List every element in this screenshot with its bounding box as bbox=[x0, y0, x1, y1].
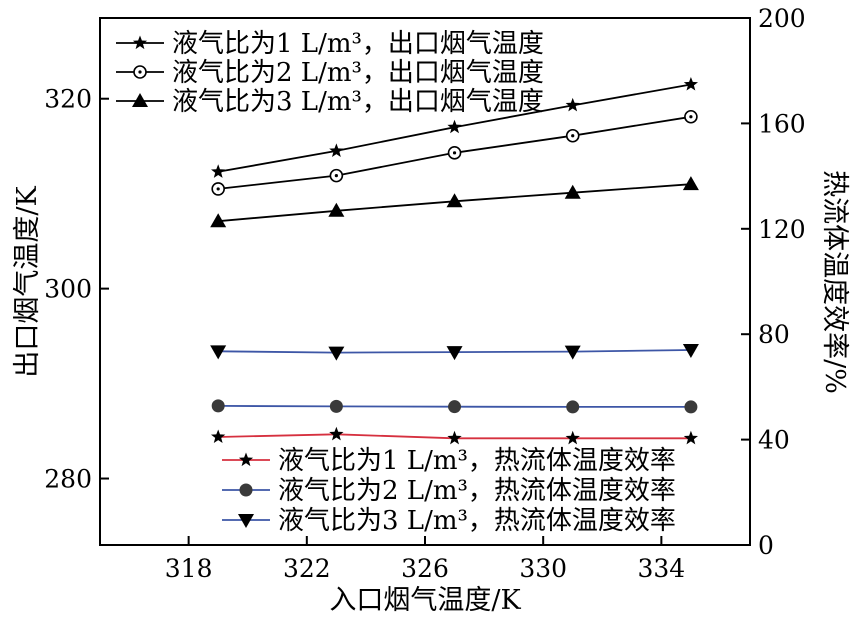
y2-tick-label: 200 bbox=[758, 4, 806, 33]
series-3-point bbox=[564, 184, 581, 199]
series-6-point bbox=[682, 344, 699, 359]
legend-efficiency-1: 液气比为1 L/m³，热流体温度效率 bbox=[222, 446, 676, 476]
legend-outlet-1-marker bbox=[132, 35, 148, 50]
series-1-point bbox=[211, 164, 226, 178]
ticks: 318 322 326 330 334 280 300 320 0 40 80 120 160 200 bbox=[44, 4, 805, 583]
series-5 bbox=[211, 399, 698, 414]
series-5-point bbox=[566, 400, 580, 414]
marker-dot bbox=[571, 134, 575, 138]
y-tick-label: 320 bbox=[44, 85, 92, 114]
series-5-point bbox=[684, 400, 698, 414]
series-2-point bbox=[329, 168, 344, 183]
series-1 bbox=[211, 77, 698, 178]
series-2 bbox=[211, 109, 698, 196]
legend-outlet-1-label: 液气比为1 L/m³，出口烟气温度 bbox=[172, 29, 544, 59]
series-1-point bbox=[683, 77, 698, 91]
marker-dot bbox=[452, 151, 457, 155]
x-tick-label: 318 bbox=[165, 554, 213, 583]
series-3-point bbox=[210, 213, 227, 228]
legend-efficiency-3-marker bbox=[238, 514, 254, 528]
legend-efficiency-2: 液气比为2 L/m³，热流体温度效率 bbox=[222, 476, 676, 506]
series-6-point bbox=[564, 345, 581, 360]
series-1-point bbox=[565, 97, 580, 112]
legend-outlet-2: 液气比为2 L/m³，出口烟气温度 bbox=[116, 58, 544, 88]
legend-efficiency-1-label: 液气比为1 L/m³，热流体温度效率 bbox=[278, 446, 676, 476]
series-4-point bbox=[683, 430, 698, 445]
series-3 bbox=[210, 176, 699, 228]
x-tick-label: 330 bbox=[519, 554, 567, 583]
legend-outlet-1: 液气比为1 L/m³，出口烟气温度 bbox=[116, 29, 544, 59]
legend-efficiency-2-label: 液气比为2 L/m³，热流体温度效率 bbox=[278, 476, 676, 506]
series-6-point bbox=[210, 345, 227, 360]
series-4-point bbox=[329, 426, 344, 441]
series-2-point bbox=[684, 109, 698, 124]
legend-efficiency-2-marker bbox=[239, 483, 253, 497]
series-1-point bbox=[447, 119, 462, 134]
series-2-point bbox=[211, 182, 225, 196]
series-5-point bbox=[211, 399, 225, 413]
legend-efficiency-3-label: 液气比为3 L/m³，热流体温度效率 bbox=[278, 506, 676, 536]
y2-tick-label: 40 bbox=[758, 426, 790, 455]
legend-efficiency-3: 液气比为3 L/m³，热流体温度效率 bbox=[222, 506, 676, 536]
series-4-point bbox=[211, 429, 226, 443]
marker-dot bbox=[689, 115, 693, 119]
series-3-point bbox=[682, 176, 699, 191]
series-5-point bbox=[448, 400, 462, 414]
series-6-point bbox=[328, 346, 345, 361]
legend-outlet-2-marker bbox=[133, 65, 147, 79]
y2-tick-label: 160 bbox=[758, 109, 806, 138]
x-axis-title: 入口烟气温度/K bbox=[329, 585, 521, 616]
marker-dot bbox=[216, 187, 220, 191]
series-6-point bbox=[446, 346, 463, 361]
x-tick-label: 326 bbox=[401, 554, 449, 583]
x-tick-label: 334 bbox=[638, 554, 686, 583]
series-5-point bbox=[329, 399, 343, 413]
y2-tick-label: 0 bbox=[758, 531, 774, 560]
y2-tick-label: 120 bbox=[758, 215, 806, 244]
legend-outlet-3: 液气比为3 L/m³，出口烟气温度 bbox=[116, 87, 544, 117]
y2-axis-title: 热流体温度效率/% bbox=[819, 170, 850, 394]
series-6 bbox=[210, 344, 699, 361]
legend-outlet-3-marker bbox=[132, 93, 148, 107]
y-tick-label: 300 bbox=[44, 275, 92, 304]
x-tick-label: 322 bbox=[283, 554, 331, 583]
series-1-point bbox=[329, 143, 344, 157]
series-layer bbox=[210, 77, 699, 445]
series-4 bbox=[211, 426, 698, 445]
series-2-point bbox=[565, 128, 580, 143]
series-4-point bbox=[565, 430, 580, 445]
y2-tick-label: 80 bbox=[758, 320, 790, 349]
legend-outlet-2-label: 液气比为2 L/m³，出口烟气温度 bbox=[172, 58, 544, 88]
marker-dot bbox=[334, 174, 338, 178]
series-3-point bbox=[328, 202, 345, 217]
series-4-point bbox=[447, 430, 462, 445]
y-tick-label: 280 bbox=[44, 465, 92, 494]
legend-efficiency-1-marker bbox=[238, 452, 254, 467]
y-axis-title: 出口烟气温度/K bbox=[12, 186, 43, 378]
marker-dot bbox=[138, 70, 142, 74]
series-2-point bbox=[447, 146, 462, 160]
series-3-point bbox=[446, 193, 463, 208]
legend-outlet-3-label: 液气比为3 L/m³，出口烟气温度 bbox=[172, 87, 544, 117]
